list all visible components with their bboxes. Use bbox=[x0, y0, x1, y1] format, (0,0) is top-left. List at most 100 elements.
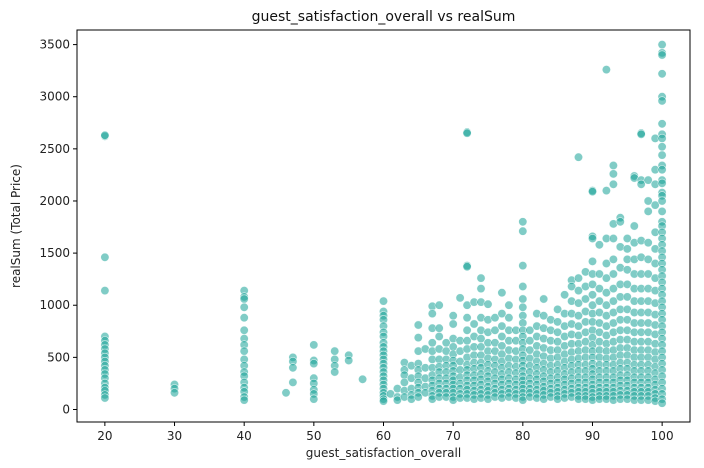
data-point bbox=[288, 377, 298, 387]
data-point bbox=[608, 296, 618, 306]
data-point bbox=[657, 50, 667, 60]
data-point bbox=[378, 296, 388, 306]
x-tick-label: 90 bbox=[585, 429, 600, 443]
data-point bbox=[657, 206, 667, 216]
data-point bbox=[601, 65, 611, 75]
data-point bbox=[553, 327, 563, 337]
data-point bbox=[601, 186, 611, 196]
data-point bbox=[100, 130, 110, 140]
data-point bbox=[657, 398, 667, 408]
data-point bbox=[462, 325, 472, 335]
data-point bbox=[622, 279, 632, 289]
data-point bbox=[497, 309, 507, 319]
data-point bbox=[643, 254, 653, 264]
data-point bbox=[608, 161, 618, 171]
data-point bbox=[636, 129, 646, 139]
y-tick-label: 3000 bbox=[39, 90, 70, 104]
data-point bbox=[573, 298, 583, 308]
data-point bbox=[657, 96, 667, 106]
data-point bbox=[608, 284, 618, 294]
data-point bbox=[608, 269, 618, 279]
x-tick-label: 70 bbox=[446, 429, 461, 443]
data-point bbox=[594, 296, 604, 306]
data-point bbox=[427, 309, 437, 319]
data-point bbox=[601, 258, 611, 268]
y-tick-label: 2500 bbox=[39, 142, 70, 156]
data-point bbox=[239, 313, 249, 323]
data-point bbox=[309, 340, 319, 350]
data-point bbox=[601, 300, 611, 310]
data-point bbox=[650, 200, 660, 210]
data-point bbox=[497, 321, 507, 331]
data-point bbox=[643, 206, 653, 216]
data-point bbox=[518, 261, 528, 271]
data-point bbox=[100, 286, 110, 296]
data-point bbox=[553, 317, 563, 327]
data-point bbox=[636, 179, 646, 189]
data-point bbox=[309, 394, 319, 404]
data-point bbox=[622, 292, 632, 302]
data-point bbox=[504, 313, 514, 323]
data-point bbox=[608, 234, 618, 244]
x-tick-label: 80 bbox=[515, 429, 530, 443]
x-axis: 20 30 40 50 60 70 80 90 100 bbox=[97, 422, 674, 443]
data-point bbox=[344, 355, 354, 365]
data-point bbox=[448, 311, 458, 321]
data-point bbox=[490, 325, 500, 335]
data-point bbox=[455, 293, 465, 303]
x-tick-label: 30 bbox=[167, 429, 182, 443]
data-point bbox=[378, 396, 388, 406]
data-point bbox=[525, 336, 535, 346]
data-point bbox=[434, 300, 444, 310]
data-point bbox=[657, 119, 667, 129]
data-point bbox=[601, 273, 611, 283]
data-point bbox=[573, 152, 583, 162]
data-point bbox=[462, 128, 472, 138]
data-point bbox=[601, 288, 611, 298]
data-point bbox=[413, 392, 423, 402]
data-point bbox=[448, 319, 458, 329]
points-layer bbox=[100, 40, 667, 408]
data-point bbox=[427, 338, 437, 348]
data-point bbox=[462, 262, 472, 272]
y-tick-label: 500 bbox=[47, 350, 70, 364]
data-point bbox=[413, 320, 423, 330]
data-point bbox=[629, 221, 639, 231]
x-tick-label: 50 bbox=[306, 429, 321, 443]
data-point bbox=[622, 265, 632, 275]
data-point bbox=[580, 294, 590, 304]
data-point bbox=[573, 286, 583, 296]
data-point bbox=[490, 313, 500, 323]
data-point bbox=[518, 217, 528, 227]
data-point bbox=[573, 273, 583, 283]
y-tick-label: 0 bbox=[62, 402, 70, 416]
data-point bbox=[434, 331, 444, 341]
data-point bbox=[587, 256, 597, 266]
data-point bbox=[497, 331, 507, 341]
data-point bbox=[553, 304, 563, 314]
y-axis-label: realSum (Total Price) bbox=[9, 164, 23, 288]
y-tick-label: 1000 bbox=[39, 298, 70, 312]
data-point bbox=[469, 319, 479, 329]
data-point bbox=[657, 142, 667, 152]
data-point bbox=[281, 388, 291, 398]
data-point bbox=[518, 302, 528, 312]
data-point bbox=[615, 217, 625, 227]
data-point bbox=[539, 294, 549, 304]
data-point bbox=[657, 40, 667, 50]
data-point bbox=[358, 374, 368, 384]
y-tick-label: 2000 bbox=[39, 194, 70, 208]
data-point bbox=[657, 178, 667, 188]
data-point bbox=[462, 313, 472, 323]
data-point bbox=[594, 240, 604, 250]
data-point bbox=[239, 395, 249, 405]
data-point bbox=[100, 252, 110, 262]
data-point bbox=[239, 294, 249, 304]
data-point bbox=[608, 254, 618, 264]
data-point bbox=[657, 133, 667, 143]
data-point bbox=[622, 244, 632, 254]
data-point bbox=[643, 269, 653, 279]
data-point bbox=[239, 346, 249, 356]
data-point bbox=[567, 281, 577, 291]
